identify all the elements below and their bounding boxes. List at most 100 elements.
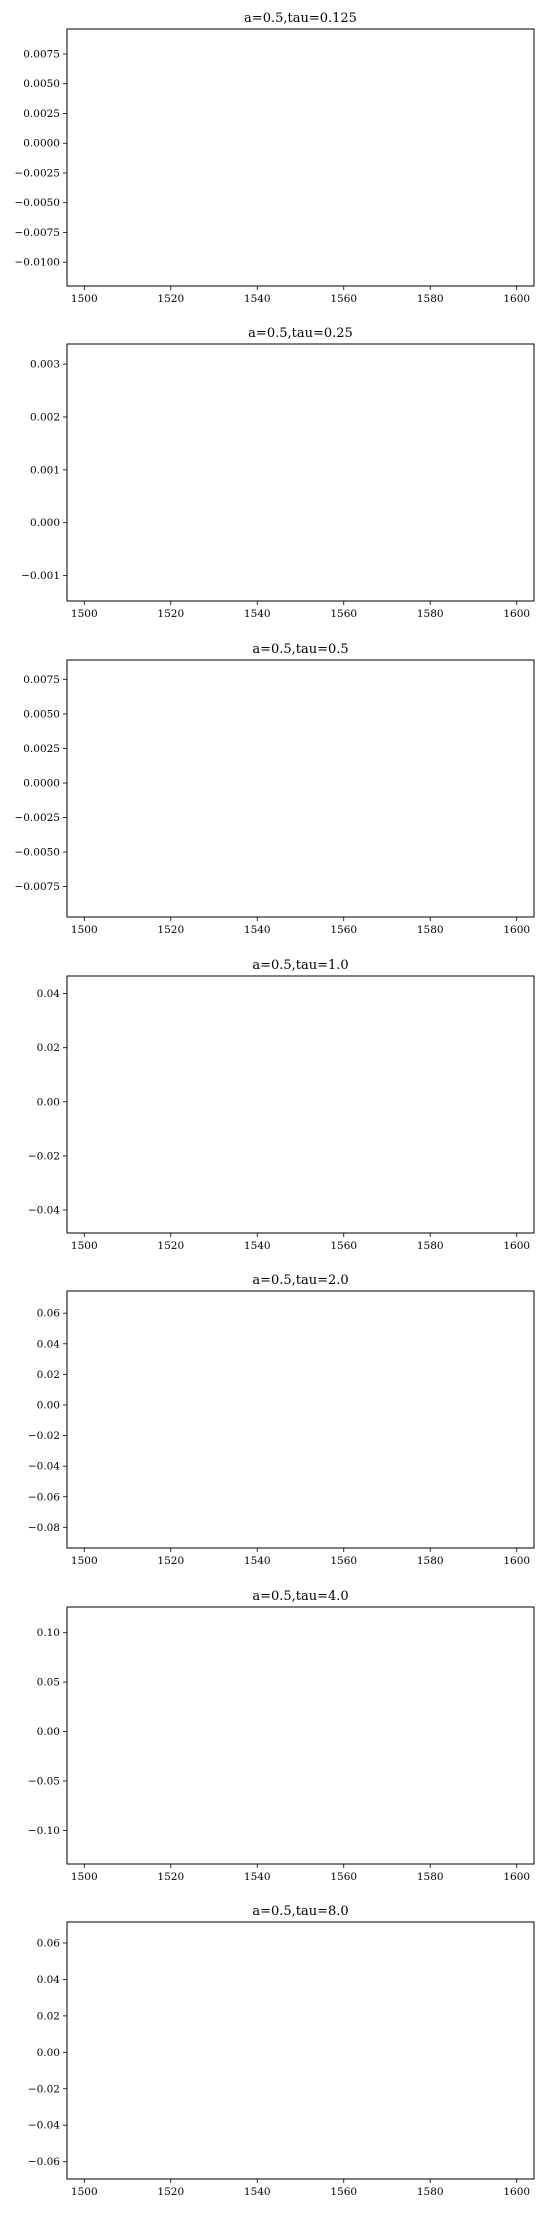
panel-title: a=0.5,tau=0.5 bbox=[252, 642, 348, 657]
axes-frame bbox=[66, 343, 535, 602]
y-tick-label: 0.002 bbox=[30, 411, 60, 423]
y-tick-label: 0.10 bbox=[37, 1627, 60, 1639]
x-tick-label: 1540 bbox=[244, 924, 271, 936]
x-tick-label: 1540 bbox=[244, 1871, 271, 1883]
axes-frame bbox=[66, 975, 535, 1234]
x-tick-label: 1580 bbox=[417, 608, 444, 620]
x-tick-label: 1540 bbox=[244, 1555, 271, 1567]
y-tick-label: 0.06 bbox=[37, 1937, 61, 1949]
y-tick-label: 0.05 bbox=[37, 1677, 60, 1689]
panel-title: a=0.5,tau=0.25 bbox=[248, 326, 353, 341]
x-tick-label: 1600 bbox=[503, 1240, 530, 1252]
y-tick-label: −0.06 bbox=[28, 2156, 60, 2168]
x-tick-label: 1560 bbox=[330, 924, 357, 936]
x-tick-label: 1580 bbox=[417, 2186, 444, 2198]
x-tick-label: 1600 bbox=[503, 924, 530, 936]
x-tick-label: 1500 bbox=[71, 1240, 98, 1252]
y-tick-label: 0.0050 bbox=[23, 78, 60, 90]
axes-frame bbox=[66, 1290, 535, 1549]
y-tick-label: −0.0025 bbox=[14, 812, 60, 824]
x-tick-label: 1520 bbox=[157, 1240, 184, 1252]
y-tick-label: 0.003 bbox=[30, 359, 60, 371]
x-tick-label: 1520 bbox=[157, 1555, 184, 1567]
panel-title: a=0.5,tau=1.0 bbox=[252, 958, 348, 973]
y-tick-label: −0.05 bbox=[28, 1775, 60, 1787]
y-tick-label: 0.0075 bbox=[23, 674, 60, 686]
y-tick-label: 0.02 bbox=[37, 1369, 60, 1381]
y-tick-label: 0.0025 bbox=[23, 743, 60, 755]
x-tick-label: 1500 bbox=[71, 1555, 98, 1567]
y-tick-label: 0.00 bbox=[37, 2047, 60, 2059]
y-tick-label: −0.04 bbox=[28, 2120, 60, 2132]
chart-panel-5: a=0.5,tau=2.0 1500 1520 1540 1560 1580 1600 −0.… bbox=[28, 1273, 535, 1567]
chart-panel-3: a=0.5,tau=0.5 1500 1520 1540 1560 1580 1600 −0.… bbox=[14, 642, 535, 936]
x-tick-label: 1520 bbox=[157, 2186, 184, 2198]
y-tick-label: 0.04 bbox=[37, 1338, 61, 1350]
y-tick-label: 0.00 bbox=[37, 1726, 60, 1738]
x-tick-label: 1600 bbox=[503, 608, 530, 620]
x-tick-label: 1500 bbox=[71, 924, 98, 936]
x-tick-label: 1560 bbox=[330, 293, 357, 305]
x-tick-label: 1560 bbox=[330, 1871, 357, 1883]
y-tick-label: −0.04 bbox=[28, 1205, 60, 1217]
x-tick-label: 1580 bbox=[417, 293, 444, 305]
x-tick-label: 1580 bbox=[417, 924, 444, 936]
y-tick-label: 0.04 bbox=[37, 988, 61, 1000]
y-tick-label: 0.00 bbox=[37, 1399, 60, 1411]
chart-panel-4: a=0.5,tau=1.0 1500 1520 1540 1560 1580 1600 −0.… bbox=[28, 958, 535, 1252]
x-tick-label: 1500 bbox=[71, 1871, 98, 1883]
x-tick-label: 1500 bbox=[71, 2186, 98, 2198]
y-tick-label: 0.02 bbox=[37, 2010, 60, 2022]
chart-panel-6: a=0.5,tau=4.0 1500 1520 1540 1560 1580 1600 −0.… bbox=[28, 1589, 535, 1883]
axes-frame bbox=[66, 28, 535, 287]
y-tick-label: −0.10 bbox=[28, 1825, 60, 1837]
axes-frame bbox=[66, 1606, 535, 1865]
x-tick-label: 1540 bbox=[244, 2186, 271, 2198]
axes-frame bbox=[66, 659, 535, 918]
chart-panel-7: a=0.5,tau=8.0 1500 1520 1540 1560 1580 1600 −0.… bbox=[28, 1904, 535, 2198]
y-tick-label: 0.00 bbox=[37, 1096, 60, 1108]
x-tick-label: 1600 bbox=[503, 2186, 530, 2198]
y-tick-label: −0.0100 bbox=[14, 257, 60, 269]
y-tick-label: −0.0075 bbox=[14, 227, 60, 239]
y-tick-label: −0.08 bbox=[28, 1522, 60, 1534]
panel-title: a=0.5,tau=4.0 bbox=[252, 1589, 348, 1604]
y-tick-label: 0.0025 bbox=[23, 108, 60, 120]
y-tick-label: −0.0025 bbox=[14, 167, 60, 179]
y-tick-label: −0.001 bbox=[21, 570, 60, 582]
x-tick-label: 1520 bbox=[157, 924, 184, 936]
x-tick-label: 1560 bbox=[330, 2186, 357, 2198]
y-tick-label: −0.02 bbox=[28, 1150, 60, 1162]
axes-frame bbox=[66, 1921, 535, 2180]
x-tick-label: 1500 bbox=[71, 608, 98, 620]
x-tick-label: 1600 bbox=[503, 1871, 530, 1883]
y-tick-label: −0.02 bbox=[28, 1430, 60, 1442]
x-tick-label: 1560 bbox=[330, 1240, 357, 1252]
panel-title: a=0.5,tau=2.0 bbox=[252, 1273, 348, 1288]
x-tick-label: 1540 bbox=[244, 608, 271, 620]
panel-title: a=0.5,tau=0.125 bbox=[244, 11, 357, 26]
chart-panel-2: a=0.5,tau=0.25 1500 1520 1540 1560 1580 1600 −0… bbox=[21, 326, 535, 620]
y-tick-label: −0.0050 bbox=[14, 197, 60, 209]
x-tick-label: 1540 bbox=[244, 1240, 271, 1252]
y-tick-label: −0.0075 bbox=[14, 881, 60, 893]
y-tick-label: 0.0050 bbox=[23, 708, 60, 720]
y-tick-label: −0.06 bbox=[28, 1491, 60, 1503]
y-tick-label: 0.04 bbox=[37, 1974, 61, 1986]
panel-title: a=0.5,tau=8.0 bbox=[252, 1904, 348, 1919]
x-tick-label: 1580 bbox=[417, 1240, 444, 1252]
x-tick-label: 1520 bbox=[157, 608, 184, 620]
x-tick-label: 1540 bbox=[244, 293, 271, 305]
x-tick-label: 1560 bbox=[330, 608, 357, 620]
y-tick-label: 0.0000 bbox=[23, 138, 60, 150]
chart-panel-1: a=0.5,tau=0.125 1500 1520 1540 1560 1580 1600 −… bbox=[14, 11, 535, 305]
y-tick-label: 0.000 bbox=[30, 517, 60, 529]
y-tick-label: 0.0000 bbox=[23, 777, 60, 789]
x-tick-label: 1500 bbox=[71, 293, 98, 305]
y-tick-label: 0.02 bbox=[37, 1042, 60, 1054]
x-tick-label: 1520 bbox=[157, 1871, 184, 1883]
x-tick-label: 1600 bbox=[503, 1555, 530, 1567]
y-tick-label: −0.0050 bbox=[14, 847, 60, 859]
x-tick-label: 1600 bbox=[503, 293, 530, 305]
